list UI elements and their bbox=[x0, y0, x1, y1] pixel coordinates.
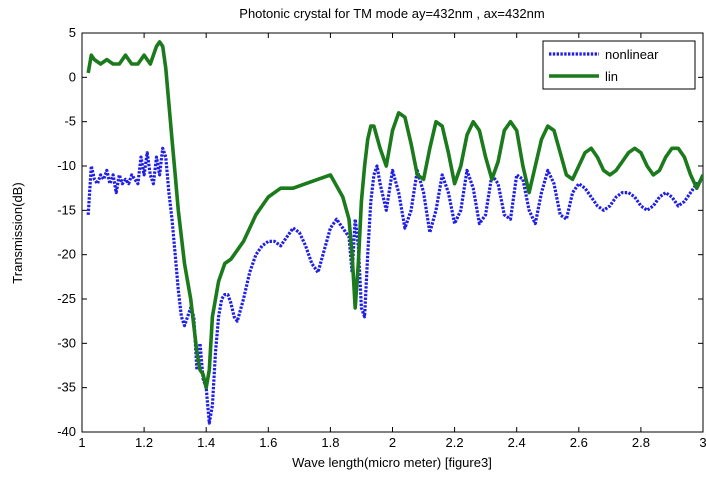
x-tick-label: 1.2 bbox=[135, 435, 153, 450]
plot-area: 1 1.2 1.4 1.6 1.8 2 2.2 2.4 2.6 2.8 3 5 0 -5 -10 -15 -20… bbox=[57, 25, 706, 450]
x-tick-label: 2.8 bbox=[632, 435, 650, 450]
legend-label-lin: lin bbox=[605, 69, 618, 84]
y-tick-label: -40 bbox=[57, 424, 76, 439]
series-line-nonlinear bbox=[86, 146, 703, 425]
x-tick-label: 2.4 bbox=[508, 435, 526, 450]
legend-box bbox=[542, 40, 696, 90]
x-tick-label: 1.6 bbox=[259, 435, 277, 450]
x-tick-label: 3 bbox=[699, 435, 706, 450]
x-tick-label: 2 bbox=[389, 435, 396, 450]
x-axis-label: Wave length(micro meter) [figure3] bbox=[292, 455, 492, 470]
y-tick-label: -20 bbox=[57, 247, 76, 262]
x-tick-label: 1.4 bbox=[197, 435, 215, 450]
y-tick-label: 0 bbox=[69, 69, 76, 84]
y-axis-label: Transmission(dB) bbox=[10, 182, 25, 283]
series-line-lin bbox=[86, 40, 703, 390]
y-tick-label: -10 bbox=[57, 158, 76, 173]
y-tick-label: -15 bbox=[57, 202, 76, 217]
y-tick-label: -5 bbox=[64, 114, 76, 129]
x-tick-label: 2.6 bbox=[570, 435, 588, 450]
legend-label-nonlinear: nonlinear bbox=[605, 47, 659, 62]
x-tick-label: 2.2 bbox=[446, 435, 464, 450]
y-tick-label: -25 bbox=[57, 291, 76, 306]
y-tick-label: -30 bbox=[57, 335, 76, 350]
x-tick-label: 1.8 bbox=[321, 435, 339, 450]
y-tick-label: 5 bbox=[69, 25, 76, 40]
chart-title: Photonic crystal for TM mode ay=432nm , … bbox=[239, 6, 544, 21]
x-tick-label: 1 bbox=[78, 435, 85, 450]
y-tick-label: -35 bbox=[57, 380, 76, 395]
